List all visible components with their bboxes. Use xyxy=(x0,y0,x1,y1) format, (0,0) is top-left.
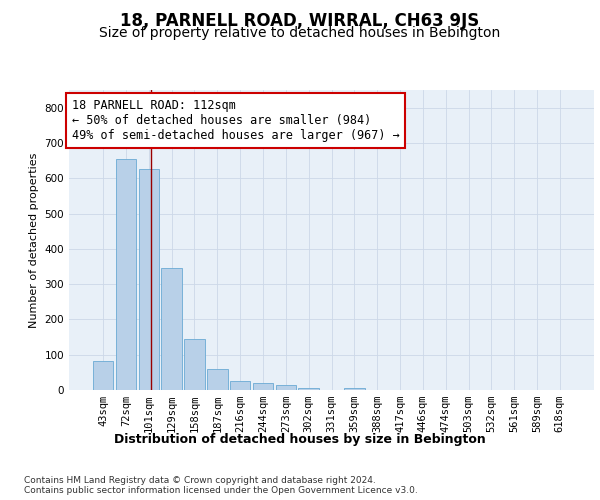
Bar xyxy=(116,159,136,390)
Bar xyxy=(253,383,273,390)
Text: Contains HM Land Registry data © Crown copyright and database right 2024.
Contai: Contains HM Land Registry data © Crown c… xyxy=(24,476,418,495)
Bar xyxy=(275,386,296,390)
Text: Size of property relative to detached houses in Bebington: Size of property relative to detached ho… xyxy=(100,26,500,40)
Text: 18, PARNELL ROAD, WIRRAL, CH63 9JS: 18, PARNELL ROAD, WIRRAL, CH63 9JS xyxy=(121,12,479,30)
Bar xyxy=(230,381,250,390)
Bar xyxy=(207,369,227,390)
Bar xyxy=(184,339,205,390)
Bar xyxy=(139,168,159,390)
Y-axis label: Number of detached properties: Number of detached properties xyxy=(29,152,39,328)
Bar xyxy=(344,388,365,390)
Bar xyxy=(93,361,113,390)
Text: 18 PARNELL ROAD: 112sqm
← 50% of detached houses are smaller (984)
49% of semi-d: 18 PARNELL ROAD: 112sqm ← 50% of detache… xyxy=(71,99,400,142)
Bar xyxy=(298,388,319,390)
Bar xyxy=(161,268,182,390)
Text: Distribution of detached houses by size in Bebington: Distribution of detached houses by size … xyxy=(114,432,486,446)
